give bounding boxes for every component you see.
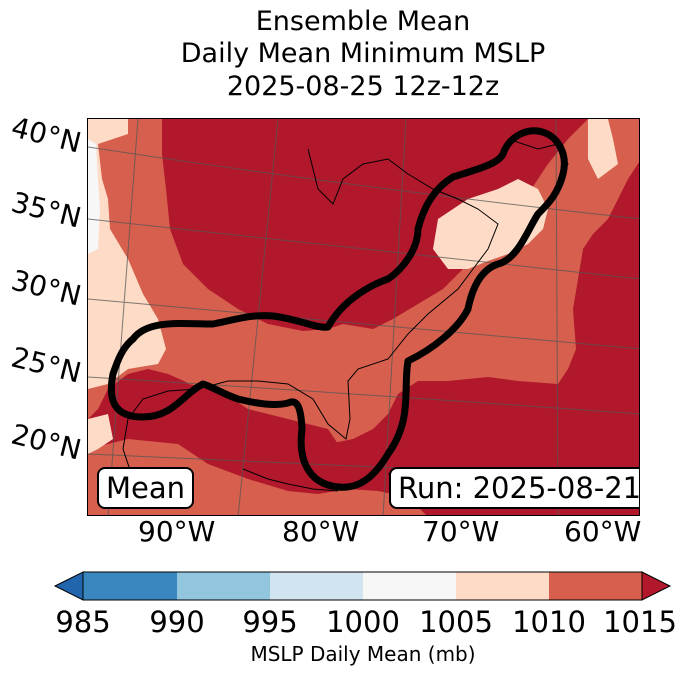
- lat-label-40: 40°N: [8, 110, 85, 160]
- title-line-3: 2025-08-25 12z-12z: [226, 71, 500, 102]
- colorbar-tick-1010: 1010: [512, 605, 586, 639]
- colorbar-extend-low: [53, 571, 84, 601]
- colorbar-tick-995: 995: [242, 605, 298, 639]
- colorbar-extend-high: [641, 571, 672, 601]
- map-canvas: [88, 119, 639, 515]
- field-gulf-low: [148, 379, 348, 479]
- run-date-box: Run: 2025-08-21: [389, 467, 639, 509]
- title-line-1: Ensemble Mean: [255, 6, 471, 37]
- colorbar-tick-990: 990: [149, 605, 205, 639]
- colorbar-label: MSLP Daily Mean (mb): [250, 642, 476, 666]
- colorbar-tick-985: 985: [55, 605, 111, 639]
- colorbar-bin-990-995: [177, 572, 270, 600]
- lat-label-30: 30°N: [8, 263, 85, 313]
- colorbar-bin-1000-1005: [363, 572, 456, 600]
- title-line-2: Daily Mean Minimum MSLP: [180, 38, 546, 69]
- field-1000-corner: [88, 139, 100, 254]
- colorbar-bin-985-990: [83, 572, 177, 600]
- lon-label-80w: 80°W: [282, 515, 360, 548]
- lon-label-70w: 70°W: [422, 515, 500, 548]
- probability-contour: [107, 127, 568, 491]
- colorbar: [53, 571, 672, 601]
- lat-label-20: 20°N: [8, 417, 85, 467]
- lat-label-35: 35°N: [8, 185, 85, 235]
- colorbar-frame: [82, 571, 643, 601]
- lon-label-90w: 90°W: [138, 515, 216, 548]
- colorbar-bin-1005-1010: [456, 572, 549, 600]
- lat-label-25: 25°N: [8, 340, 85, 390]
- field-1005-southwest: [88, 414, 113, 454]
- mslp-map: Mean Run: 2025-08-21: [87, 118, 640, 516]
- field-1005-far-ne: [588, 119, 618, 179]
- colorbar-bin-1010-1015: [549, 572, 642, 600]
- field-1005-1010-west: [88, 119, 639, 444]
- colorbar-tick-1015: 1015: [603, 605, 677, 639]
- colorbar-tick-1000: 1000: [326, 605, 400, 639]
- colorbar-tick-1005: 1005: [419, 605, 493, 639]
- lon-label-60w: 60°W: [564, 515, 642, 548]
- colorbar-bin-995-1000: [270, 572, 363, 600]
- mean-label-box: Mean: [97, 467, 195, 509]
- field-1005-west: [88, 119, 166, 389]
